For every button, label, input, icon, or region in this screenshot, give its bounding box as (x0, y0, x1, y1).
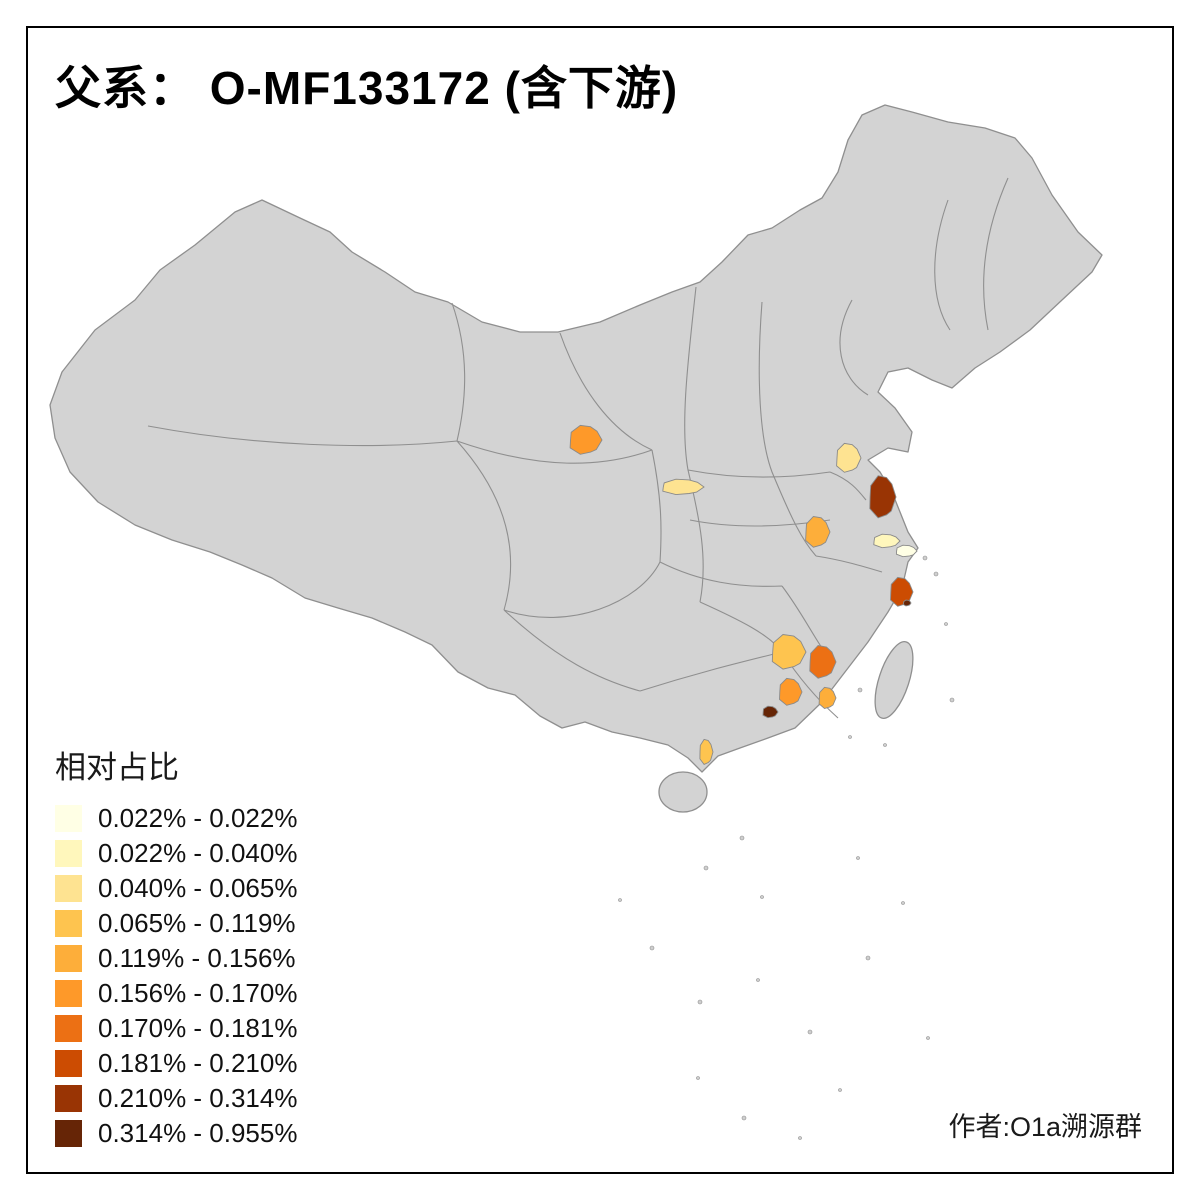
legend-item: 0.210% - 0.314% (55, 1083, 297, 1114)
legend-swatch (55, 1085, 82, 1112)
map-region-4 (869, 475, 897, 519)
map-region-12 (779, 677, 803, 706)
legend-label: 0.181% - 0.210% (98, 1048, 298, 1078)
legend-swatch (55, 1015, 82, 1042)
legend-swatch (55, 840, 82, 867)
map-region-7 (895, 544, 918, 558)
sea-islands (618, 555, 955, 1140)
legend-item: 0.170% - 0.181% (55, 1013, 297, 1044)
taiwan-island (874, 641, 914, 719)
legend-swatch (55, 805, 82, 832)
map-region-14 (762, 705, 779, 719)
legend-label: 0.065% - 0.119% (98, 908, 296, 938)
legend-label: 0.022% - 0.022% (98, 803, 298, 833)
legend-swatch (55, 980, 82, 1007)
legend-label: 0.156% - 0.170% (98, 978, 298, 1008)
legend-label: 0.022% - 0.040% (98, 838, 298, 868)
legend-item: 0.156% - 0.170% (55, 978, 297, 1009)
map-region-11 (809, 645, 837, 679)
legend-item: 0.022% - 0.022% (55, 803, 297, 834)
hainan-island (658, 771, 708, 813)
legend-item: 0.181% - 0.210% (55, 1048, 297, 1079)
legend-item: 0.119% - 0.156% (55, 943, 297, 974)
province-borders (147, 177, 1009, 719)
map-region-5 (805, 516, 831, 548)
map-region-10 (771, 634, 807, 670)
legend-label: 0.040% - 0.065% (98, 873, 298, 903)
legend-label: 0.119% - 0.156% (98, 943, 296, 973)
legend-swatch (55, 1120, 82, 1147)
legend-swatch (55, 875, 82, 902)
legend-item: 0.314% - 0.955% (55, 1118, 297, 1149)
legend-label: 0.210% - 0.314% (98, 1083, 298, 1113)
legend-label: 0.314% - 0.955% (98, 1118, 298, 1148)
map-region-3 (836, 442, 862, 473)
highlighted-regions (569, 424, 918, 765)
map-region-15 (699, 738, 714, 765)
legend-swatch (55, 910, 82, 937)
legend-swatch (55, 1050, 82, 1077)
page-title: 父系： O-MF133172 (含下游) (55, 62, 679, 114)
legend-item: 0.040% - 0.065% (55, 873, 297, 904)
map-region-6 (873, 533, 901, 549)
legend-items: 0.022% - 0.022% 0.022% - 0.040% 0.040% - 0… (55, 803, 297, 1149)
legend-item: 0.022% - 0.040% (55, 838, 297, 869)
legend-swatch (55, 945, 82, 972)
map-region-2 (662, 478, 705, 496)
legend-item: 0.065% - 0.119% (55, 908, 297, 939)
legend: 相对占比 0.022% - 0.022% 0.022% - 0.040% 0.040… (55, 742, 297, 1153)
author-credit: 作者:O1a溯源群 (948, 1112, 1142, 1142)
legend-label: 0.170% - 0.181% (98, 1013, 298, 1043)
map-region-13 (818, 686, 837, 710)
map-region-9 (903, 599, 912, 607)
map-region-1 (569, 424, 603, 455)
legend-title: 相对占比 (55, 750, 179, 785)
